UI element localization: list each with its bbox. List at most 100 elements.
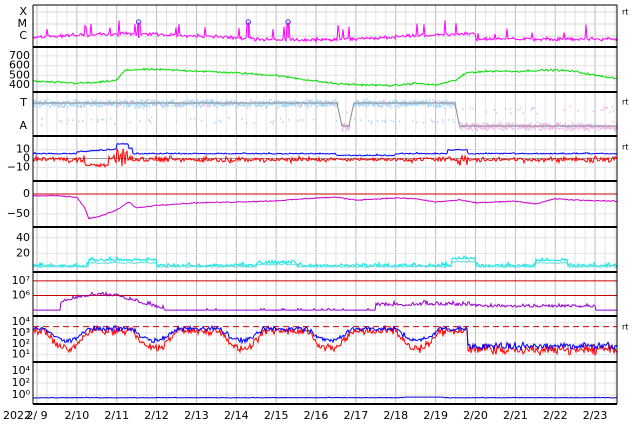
sector-dot <box>345 127 348 129</box>
sector-dot <box>44 103 46 106</box>
sector-dot <box>75 99 77 102</box>
sector-dot <box>168 101 170 104</box>
sector-dot <box>106 121 108 123</box>
sector-dot <box>429 102 432 105</box>
sector-dot <box>512 122 514 124</box>
sector-dot <box>240 101 242 103</box>
sector-dot <box>84 103 86 106</box>
sector-dot <box>353 105 356 107</box>
sector-dot <box>214 121 216 124</box>
sector-dot <box>150 101 152 104</box>
sector-dot <box>493 109 495 111</box>
sector-dot <box>525 124 527 127</box>
sector-dot <box>194 117 196 120</box>
sector-dot <box>289 100 291 102</box>
sector-dot <box>533 107 535 109</box>
sector-dot <box>266 101 268 103</box>
sector-dot <box>314 103 316 106</box>
sector-dot <box>102 103 104 105</box>
sector-dot <box>152 101 154 103</box>
sector-dot <box>532 127 534 129</box>
sector-dot <box>395 100 398 103</box>
sector-dot <box>459 126 461 128</box>
sector-dot <box>50 105 52 107</box>
sector-dot <box>238 104 240 107</box>
sector-dot <box>240 104 242 107</box>
sector-dot <box>368 103 371 105</box>
sector-dot <box>184 103 186 106</box>
sector-dot <box>493 128 495 131</box>
sector-dot <box>381 120 384 122</box>
sector-dot <box>335 99 337 101</box>
sector-dot <box>213 104 215 107</box>
sector-dot <box>342 126 345 128</box>
sector-dot <box>47 104 49 106</box>
sector-dot <box>441 119 444 121</box>
sector-dot <box>588 124 590 126</box>
sector-dot <box>408 102 411 105</box>
x-tick-label: 2/11 <box>104 409 129 422</box>
sector-dot <box>377 104 380 107</box>
sector-dot <box>605 127 607 129</box>
sector-dot <box>509 108 511 110</box>
flare-marker <box>135 19 142 25</box>
sector-dot <box>226 103 228 105</box>
sector-dot <box>494 126 496 128</box>
sector-dot <box>203 100 205 103</box>
sector-dot <box>275 102 277 105</box>
sector-dot <box>270 121 272 124</box>
sector-dot <box>344 130 347 132</box>
sector-dot <box>484 127 486 130</box>
sector-dot <box>106 101 108 103</box>
sector-dot <box>128 105 130 108</box>
y-tick-label: A <box>19 119 27 132</box>
sector-dot <box>486 129 488 131</box>
sector-dot <box>96 105 98 107</box>
sector-dot <box>323 104 325 107</box>
sector-dot <box>592 110 594 113</box>
sector-dot <box>522 124 524 127</box>
sector-dot <box>117 104 119 106</box>
sector-dot <box>415 103 418 106</box>
sector-dot <box>444 101 447 103</box>
sector-dot <box>280 117 282 120</box>
sector-dot <box>47 98 49 101</box>
sector-dot <box>76 103 78 106</box>
sector-dot <box>90 105 92 107</box>
sector-dot <box>451 104 454 106</box>
sector-dot <box>461 124 463 127</box>
sector-dot <box>107 103 109 105</box>
sector-dot <box>99 104 101 107</box>
sector-dot <box>274 100 276 103</box>
sector-dot <box>382 100 385 102</box>
sector-dot <box>141 100 143 102</box>
sector-dot <box>146 105 148 108</box>
sector-dot <box>376 104 379 107</box>
sector-dot <box>91 103 93 106</box>
sector-dot <box>174 103 176 106</box>
sector-dot <box>450 101 453 103</box>
sector-dot <box>577 109 579 112</box>
sector-dot <box>355 102 358 105</box>
grid-layer <box>33 5 617 404</box>
sector-dot <box>391 100 394 102</box>
sector-dot <box>155 103 157 105</box>
sector-dot <box>225 104 227 106</box>
sector-dot <box>510 112 512 115</box>
sector-dot <box>260 105 262 108</box>
sector-dot <box>450 106 453 109</box>
sector-dot <box>36 105 38 107</box>
sector-dot <box>404 101 407 103</box>
sector-dot <box>157 101 159 103</box>
sector-dot <box>218 119 220 122</box>
sector-dot <box>590 126 592 129</box>
sector-dot <box>316 102 318 105</box>
sector-dot <box>82 120 84 122</box>
sector-dot <box>539 123 541 126</box>
sector-dot <box>536 112 538 115</box>
sector-dot <box>566 125 568 128</box>
sector-dot <box>150 121 152 124</box>
sector-dot <box>476 126 478 128</box>
sector-dot <box>534 126 536 129</box>
sector-dot <box>343 122 346 125</box>
